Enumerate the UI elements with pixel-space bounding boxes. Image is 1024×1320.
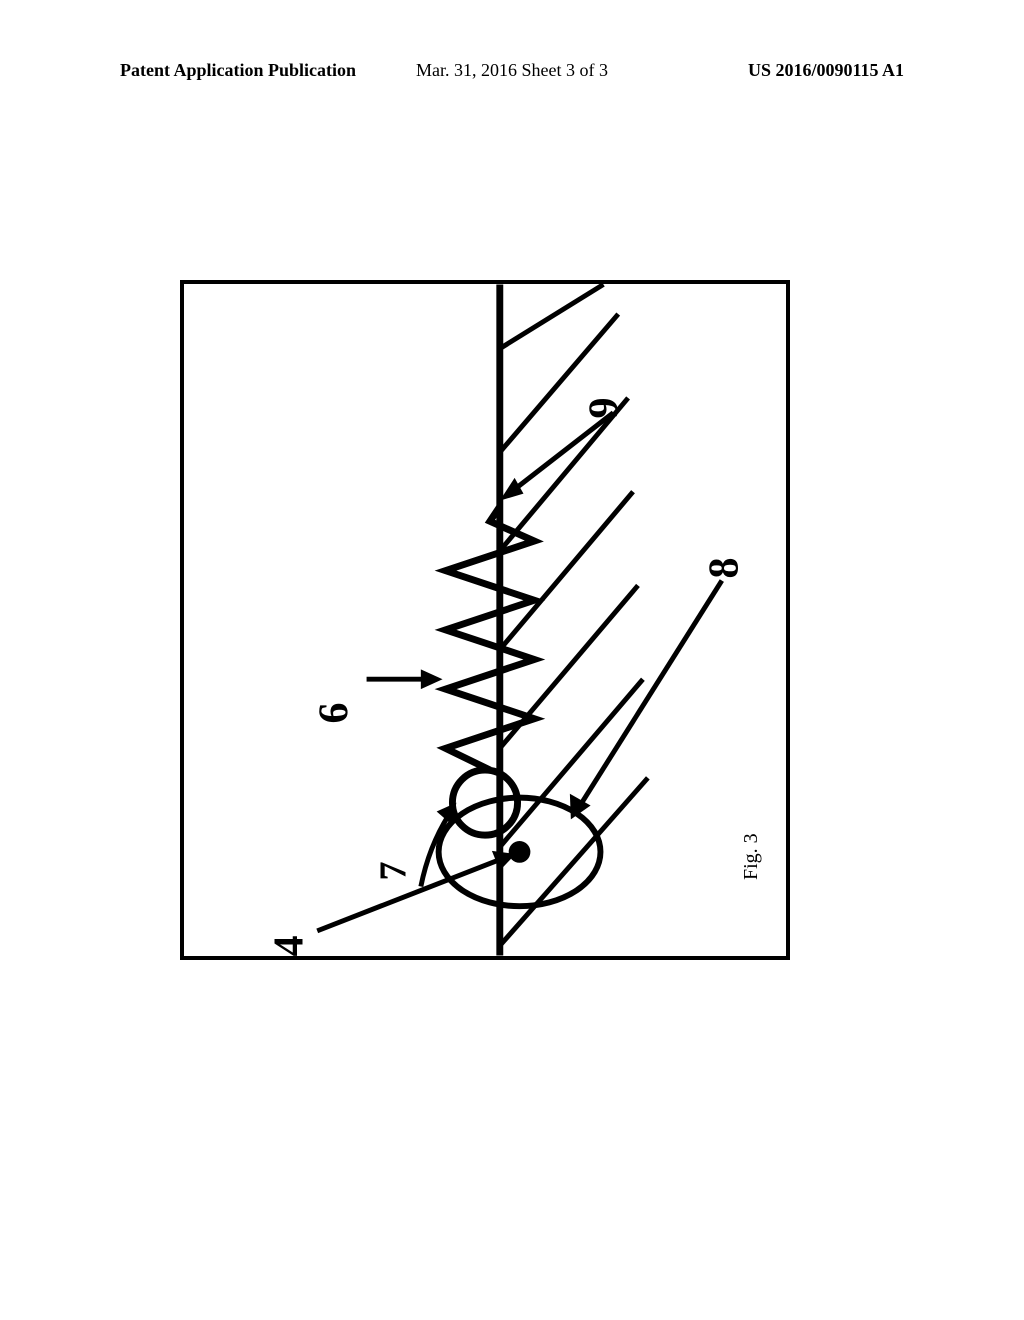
patent-header: Patent Application Publication Mar. 31, … (0, 60, 1024, 81)
label-6: 6 (311, 703, 359, 724)
hatch-line (500, 398, 628, 551)
header-publication: Patent Application Publication (120, 60, 356, 81)
contact-point (509, 841, 531, 863)
label-9: 9 (581, 398, 629, 419)
diagram-frame: 9 8 6 7 4 (180, 280, 790, 960)
label-4: 4 (266, 936, 314, 957)
label-8: 8 (701, 558, 749, 579)
hatch-line (500, 284, 604, 348)
figure-caption: Fig. 3 (740, 833, 763, 880)
hatch-line (500, 679, 643, 847)
header-date-sheet: Mar. 31, 2016 Sheet 3 of 3 (416, 60, 608, 81)
diagram-svg (184, 284, 786, 956)
arrow-8-line (579, 581, 722, 808)
spring (446, 507, 535, 770)
arrow-9-head (500, 478, 524, 501)
label-7: 7 (372, 862, 416, 881)
arrow-6-head (421, 669, 443, 689)
header-patent-number: US 2016/0090115 A1 (748, 60, 904, 81)
hatch-line (500, 492, 633, 650)
